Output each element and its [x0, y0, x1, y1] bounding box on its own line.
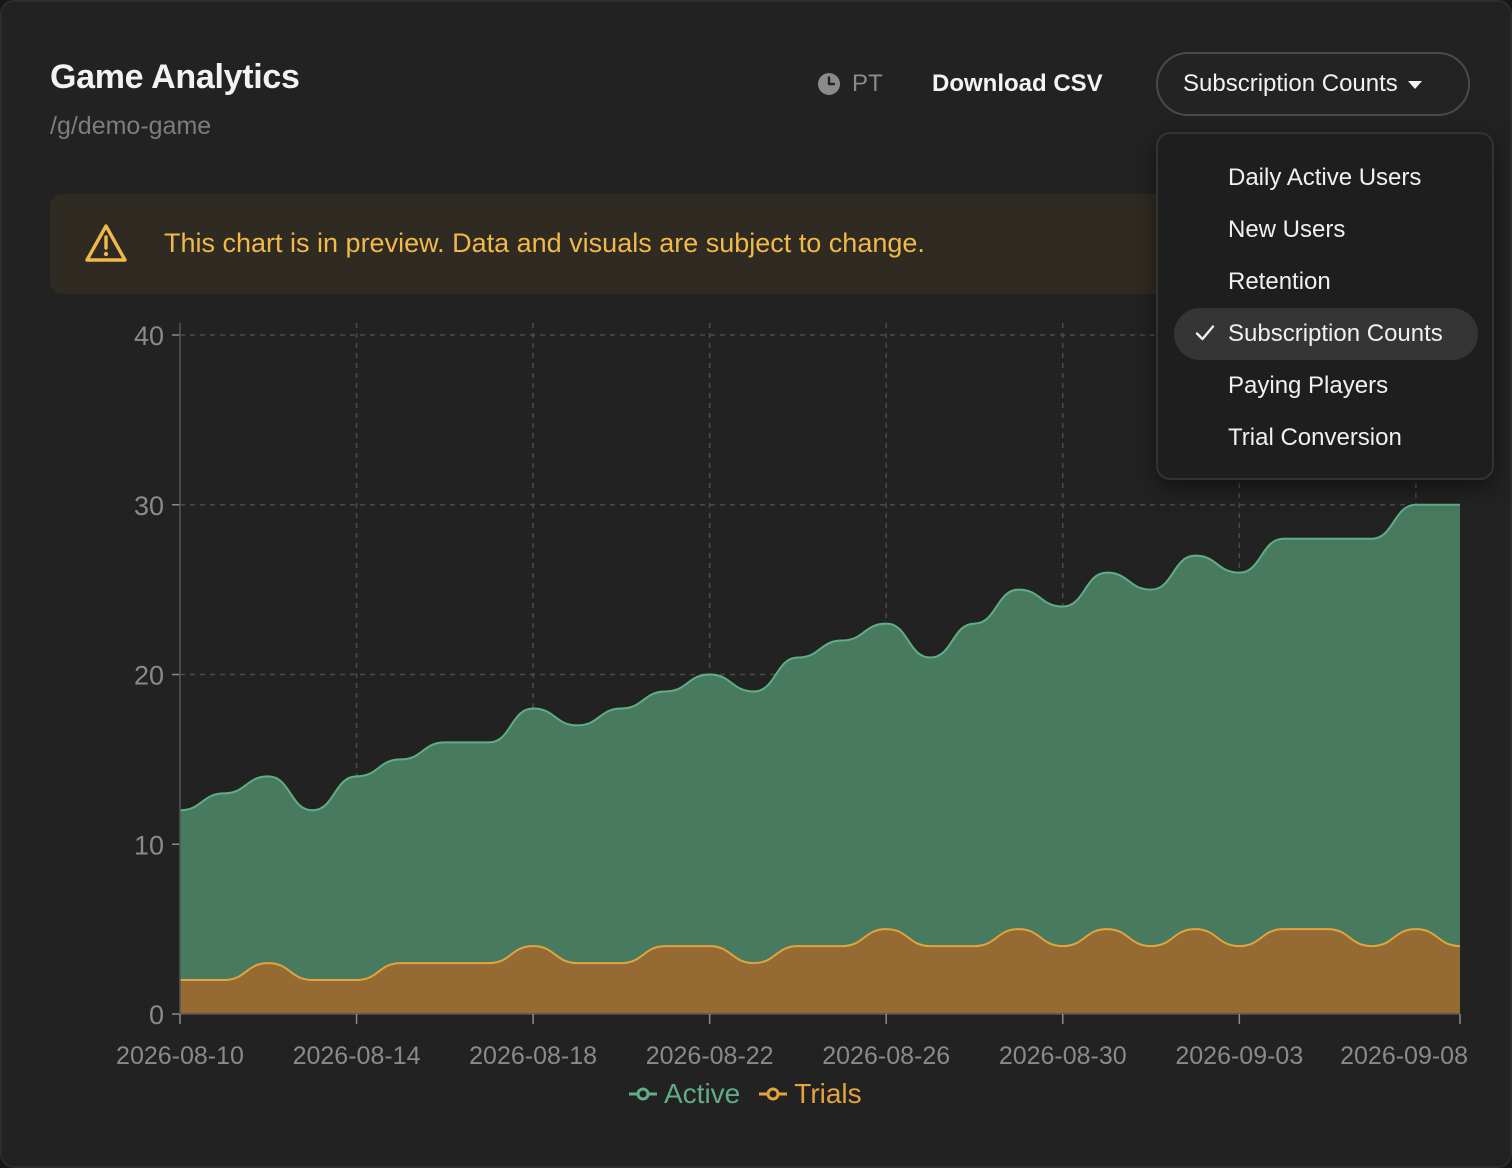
legend-item-active[interactable]: Active — [628, 1078, 740, 1110]
game-path: /g/demo-game — [50, 112, 212, 140]
timezone-indicator[interactable]: PT — [816, 70, 883, 98]
y-tick-label: 20 — [134, 661, 164, 691]
dropdown-item-daily-active-users[interactable]: Daily Active Users — [1228, 164, 1422, 191]
y-tick-label: 30 — [134, 491, 164, 521]
chart-areas — [179, 503, 1461, 1014]
dropdown-item-subscription-counts[interactable]: Subscription Counts — [1174, 308, 1478, 360]
chart-tick-labels: 0 10 20 30 40 2026-08-10 2026-08-14 2026-08-18 2… — [116, 321, 1468, 1070]
metric-select[interactable]: Subscription Counts — [1156, 52, 1470, 116]
page-title: Game Analytics — [50, 58, 300, 96]
download-csv-button[interactable]: Download CSV — [932, 70, 1103, 97]
dropdown-item-new-users[interactable]: New Users — [1228, 216, 1346, 243]
dropdown-item-trial-conversion[interactable]: Trial Conversion — [1228, 424, 1402, 451]
legend-line-marker-icon — [629, 1087, 657, 1101]
timezone-label: PT — [852, 70, 883, 97]
x-tick-label: 2026-08-14 — [293, 1042, 421, 1070]
x-tick-label: 2026-08-22 — [646, 1042, 774, 1070]
dropdown-item-retention[interactable]: Retention — [1228, 268, 1331, 295]
metric-select-value: Subscription Counts — [1183, 70, 1398, 97]
x-tick-label: 2026-08-18 — [469, 1042, 597, 1070]
area-fill-trials — [180, 929, 1460, 1014]
banner-text: This chart is in preview. Data and visua… — [164, 228, 925, 258]
warning-triangle-icon — [85, 224, 127, 262]
legend-label-active: Active — [664, 1078, 741, 1109]
caret-down-icon — [1407, 81, 1422, 89]
preview-warning-banner: This chart is in preview. Data and visua… — [50, 194, 1300, 294]
x-tick-label: 2026-09-03 — [1175, 1042, 1303, 1070]
x-tick-label: 2026-08-10 — [116, 1042, 244, 1070]
clock-icon — [818, 73, 840, 95]
area-fill-active — [180, 504, 1460, 1014]
y-tick-label: 0 — [149, 1000, 164, 1030]
x-tick-label: 2026-09-08 — [1340, 1042, 1468, 1070]
x-tick-label: 2026-08-30 — [999, 1042, 1127, 1070]
area-line-active — [179, 503, 1460, 812]
checkmark-icon — [1195, 325, 1215, 341]
metric-dropdown-menu: Daily Active Users New Users Retention S… — [1156, 132, 1494, 480]
legend-item-trials[interactable]: Trials — [758, 1078, 862, 1110]
legend-line-marker-icon — [759, 1087, 788, 1101]
x-tick-label: 2026-08-26 — [822, 1042, 950, 1070]
legend-label-trials: Trials — [794, 1078, 862, 1109]
y-tick-label: 10 — [134, 830, 164, 860]
y-tick-label: 40 — [134, 321, 164, 351]
area-line-trials — [179, 928, 1461, 982]
chart-legend: Active Trials — [628, 1078, 880, 1110]
chart-axes — [172, 323, 1461, 1024]
dropdown-item-paying-players[interactable]: Paying Players — [1228, 372, 1389, 399]
